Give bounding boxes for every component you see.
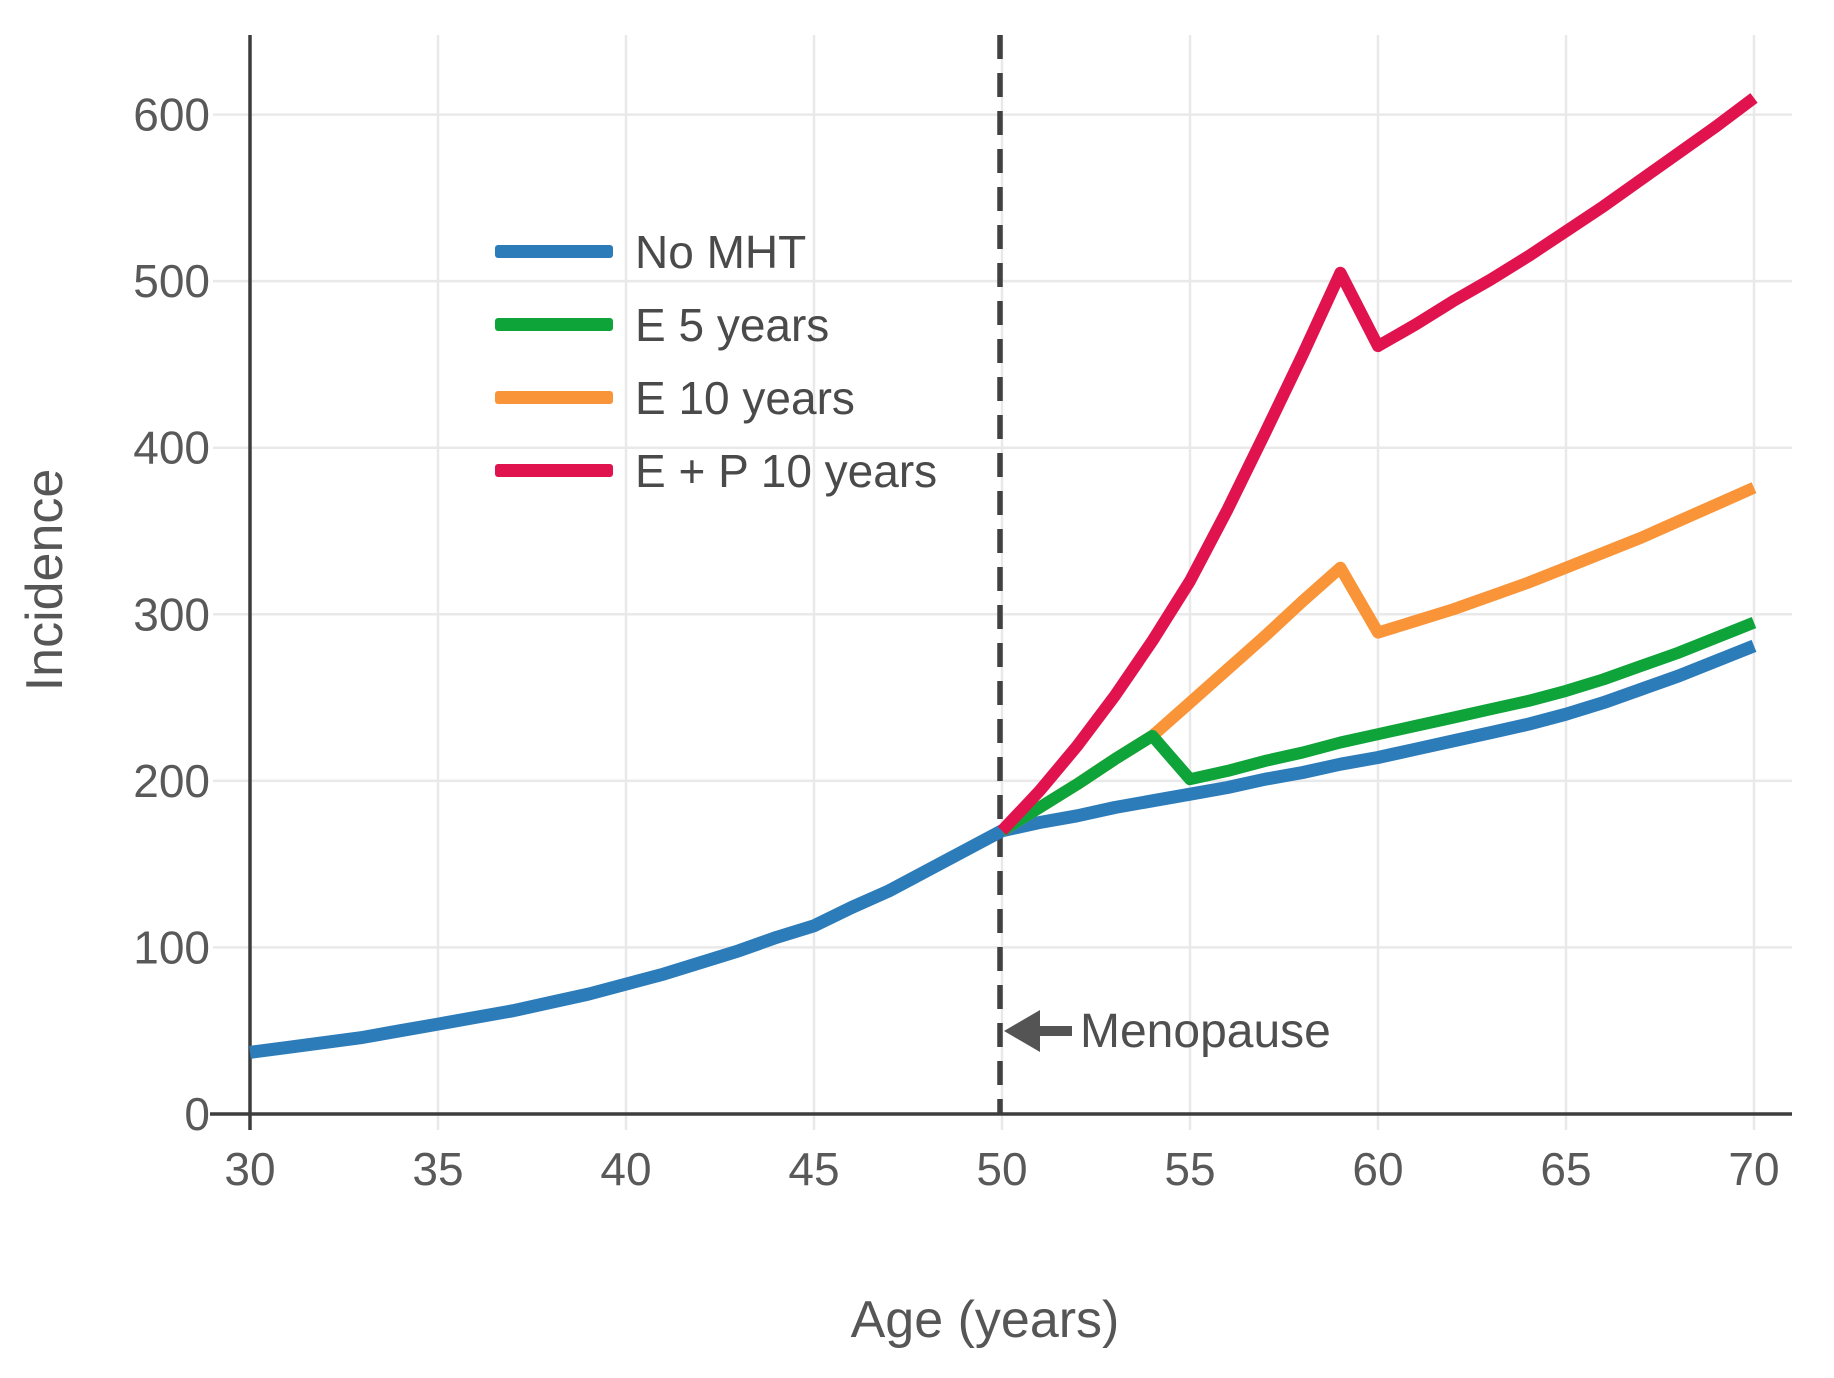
x-tick-labels: 30 35 40 45 50 55 60 65 70 xyxy=(224,1143,1779,1195)
legend-label: E 5 years xyxy=(635,298,830,351)
x-tick-label: 40 xyxy=(600,1143,651,1195)
legend-item-e-5-years: E 5 years xyxy=(495,288,937,361)
series-line-e-5-years xyxy=(998,617,1757,836)
axes xyxy=(210,35,1792,1130)
legend-item-no-mht: No MHT xyxy=(495,215,937,288)
y-tick-labels: 0 100 200 300 400 500 600 xyxy=(133,89,210,1140)
series-line-e-p-10-years xyxy=(997,93,1758,835)
y-tick-label: 400 xyxy=(133,422,210,474)
x-tick-label: 65 xyxy=(1540,1143,1591,1195)
x-tick-label: 55 xyxy=(1164,1143,1215,1195)
y-tick-label: 500 xyxy=(133,255,210,307)
legend-label: E 10 years xyxy=(635,371,855,424)
series-lines xyxy=(249,93,1758,1059)
x-tick-label: 30 xyxy=(224,1143,275,1195)
legend-item-e-p-10-years: E + P 10 years xyxy=(495,434,937,507)
legend-swatch-e-10-years xyxy=(495,391,613,404)
legend: No MHT E 5 years E 10 years E + P 10 yea… xyxy=(495,215,937,507)
y-tick-label: 600 xyxy=(133,89,210,141)
menopause-annotation: Menopause xyxy=(1004,1005,1331,1058)
x-tick-label: 50 xyxy=(976,1143,1027,1195)
legend-label: No MHT xyxy=(635,225,807,278)
x-axis-title: Age (years) xyxy=(851,1291,1120,1349)
y-tick-label: 100 xyxy=(133,921,210,973)
left-arrow-icon xyxy=(1004,1010,1072,1052)
legend-label: E + P 10 years xyxy=(635,444,938,497)
legend-swatch-no-mht xyxy=(495,245,613,258)
legend-swatch-e-5-years xyxy=(495,318,613,331)
y-tick-label: 300 xyxy=(133,588,210,640)
y-axis-title: Incidence xyxy=(16,469,74,692)
y-tick-label: 0 xyxy=(184,1088,210,1140)
legend-swatch-e-p-10-years xyxy=(495,464,613,477)
x-tick-label: 35 xyxy=(412,1143,463,1195)
x-tick-label: 45 xyxy=(788,1143,839,1195)
x-tick-label: 70 xyxy=(1728,1143,1779,1195)
legend-item-e-10-years: E 10 years xyxy=(495,361,937,434)
menopause-label: Menopause xyxy=(1080,1005,1331,1058)
y-tick-label: 200 xyxy=(133,755,210,807)
x-tick-label: 60 xyxy=(1352,1143,1403,1195)
